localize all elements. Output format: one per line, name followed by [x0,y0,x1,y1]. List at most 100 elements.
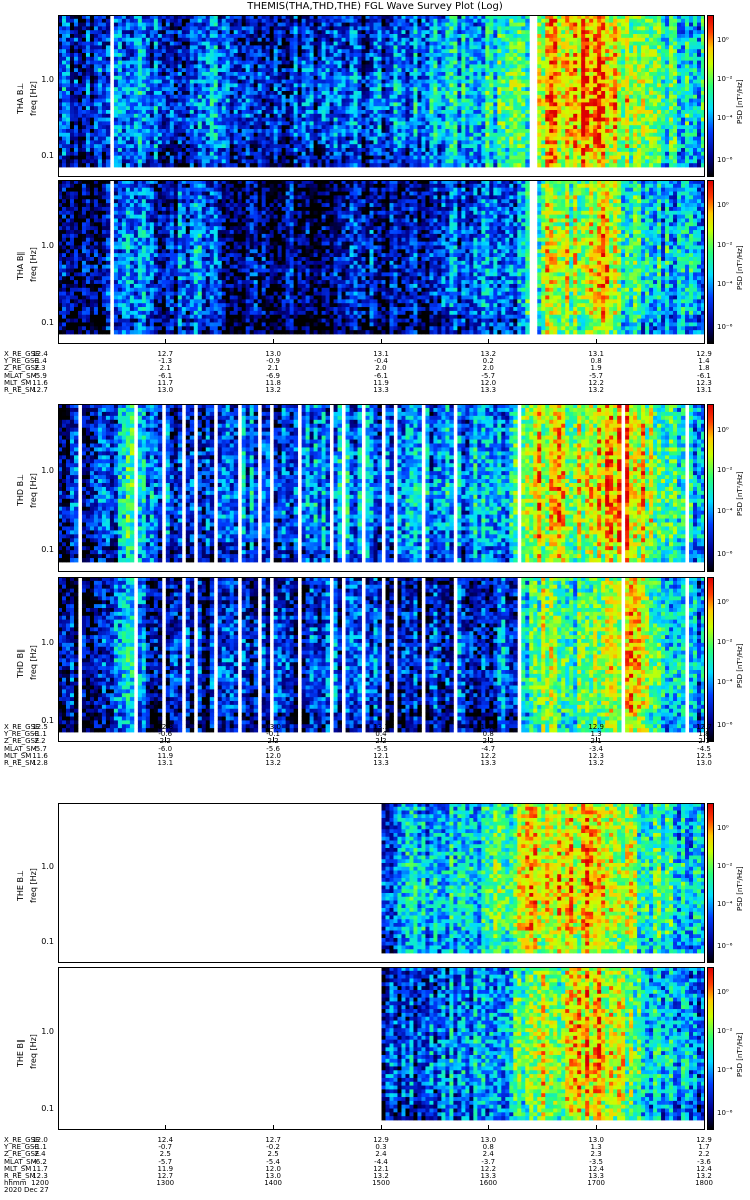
ephemeris-row-label: MLAT_SM [4,745,37,753]
colorbar-tick-label: 10⁻⁴ [717,900,732,908]
colorbar-tick-label: 10⁰ [717,598,729,606]
spectrogram-image [381,967,705,1121]
ephemeris-value: -6.1 [374,372,388,380]
ephemeris-row-label: hhmm [4,1179,27,1187]
ephemeris-value: 12.0 [32,1136,48,1144]
ephemeris-value: 11.9 [157,1165,173,1173]
ephemeris-row: X_RE_GSE 12.4 12.7 13.0 13.1 13.2 13.1 12.9 [4,350,744,358]
ephemeris-value: 2.2 [375,738,386,745]
ephemeris-value: 0.2 [483,357,494,365]
colorbar-tick-label: 10⁻⁴ [717,280,732,288]
ephemeris-value: 11.6 [32,379,48,387]
colorbar-tick-label: 10⁰ [717,988,729,996]
ephemeris-value: 12.8 [32,759,48,767]
ephemeris-value: 1600 [479,1179,497,1187]
ephemeris-value: 1800 [695,1179,713,1187]
ephemeris-value: -6.1 [158,372,172,380]
ephemeris-row: MLAT_SM -5.9 -6.1 -6.9 -6.1 -5.7 -5.7 -6.1 [4,372,744,380]
ephemeris-value: -4.7 [481,745,495,753]
ephemeris-row: 2020 Dec 27 [4,1187,744,1194]
x-tick-mark [596,737,598,742]
y-tick-label: 0.1 [14,937,54,946]
ephemeris-value: 2.0 [375,365,386,372]
x-tick-mark [488,1125,490,1130]
ephemeris-value: 12.4 [157,1136,173,1144]
ephemeris-value: 13.2 [588,759,604,767]
ephemeris-row-label: R_RE_SM [4,386,36,394]
ephemeris-value: -5.7 [33,745,47,753]
ephemeris-row: Z_RE_GSE 2.4 2.5 2.5 2.4 2.4 2.3 2.2 [4,1151,744,1158]
colorbar-tick-label: 10⁻⁶ [717,942,732,950]
ephemeris-value: 1.3 [591,1143,602,1151]
x-tick-mark [273,339,275,344]
y-axis-label-probe: THE B∥ [16,1039,25,1067]
colorbar [707,967,714,1130]
ephemeris-value: -5.5 [374,745,388,753]
ephemeris-value: -3.7 [481,1158,495,1166]
colorbar-tick-label: 10⁻⁶ [717,721,732,729]
ephemeris-row-label: Y_RE_GSE [4,357,39,365]
spectrogram-panel-the-bperp [58,803,705,963]
y-tick-label: 1.0 [14,75,54,84]
ephemeris-value: 12.1 [373,1165,389,1173]
ephemeris-value: 2.2 [698,1151,709,1158]
ephemeris-value: 2.4 [483,1151,494,1158]
y-axis-label-probe: THA B∥ [16,252,25,280]
ephemeris-value: 12.5 [696,752,712,760]
ephemeris-value: 12.0 [265,752,281,760]
ephemeris-value: 2.5 [268,1151,279,1158]
ephemeris-value: 1300 [156,1179,174,1187]
ephemeris-value: 12.3 [32,1172,48,1180]
x-tick-mark [488,737,490,742]
ephemeris-value: 13.2 [588,386,604,394]
ephemeris-row-label: R_RE_SM [4,1172,36,1180]
colorbar-tick-label: 10⁻⁴ [717,114,732,122]
ephemeris-value: -3.4 [589,745,603,753]
ephemeris-row: MLT_SM 11.6 11.7 11.8 11.9 12.0 12.2 12.3 [4,379,744,387]
ephemeris-value: -3.6 [697,1158,711,1166]
y-tick-label: 0.1 [14,151,54,160]
ephemeris-value: 2.5 [160,1151,171,1158]
ephemeris-row: MLAT_SM -6.2 -5.7 -5.4 -4.4 -3.7 -3.5 -3.6 [4,1158,744,1166]
ephemeris-value: 2.2 [160,738,171,745]
y-axis-label-probe: THD B⊥ [16,474,25,506]
ephemeris-value: 1.8 [698,730,709,738]
colorbar-label: PSD [nT²/Hz] [736,245,744,290]
ephemeris-value: 1.9 [591,365,602,372]
ephemeris-value: 13.3 [373,759,389,767]
ephemeris-value: -5.6 [266,745,280,753]
ephemeris-value: -1.3 [158,357,172,365]
ephemeris-value: 2.1 [268,365,279,372]
y-axis-label-probe: THE B⊥ [16,870,25,901]
ephemeris-value: 13.2 [373,1172,389,1180]
ephemeris-value: -6.0 [158,745,172,753]
ephemeris-row-label: Z_RE_GSE [4,365,39,372]
ephemeris-value: 2.1 [591,738,602,745]
colorbar-tick-label: 10⁻⁶ [717,550,732,558]
colorbar-label: PSD [nT²/Hz] [736,79,744,124]
ephemeris-value: 13.2 [480,350,496,358]
colorbar-label: PSD [nT²/Hz] [736,866,744,911]
ephemeris-value: 2.3 [34,365,45,372]
colorbar [707,15,714,177]
ephemeris-value: 12.2 [480,752,496,760]
ephemeris-value: 12.4 [588,1165,604,1173]
ephemeris-value: 13.1 [480,723,496,731]
x-tick-mark [273,737,275,742]
ephemeris-value: 2.2 [268,738,279,745]
ephemeris-row: R_RE_SM 12.7 13.0 13.2 13.3 13.3 13.2 13.1 [4,386,744,394]
colorbar-label: PSD [nT²/Hz] [736,471,744,516]
ephemeris-value: -5.7 [589,372,603,380]
y-tick-label: 1.0 [14,241,54,250]
ephemeris-value: -5.9 [33,372,47,380]
ephemeris-value: -5.7 [158,1158,172,1166]
ephemeris-value: 13.1 [373,723,389,731]
ephemeris-value: 13.2 [696,1172,712,1180]
ephemeris-value: 1200 [31,1179,49,1187]
ephemeris-value: 13.3 [373,386,389,394]
x-tick-mark [704,1125,705,1130]
ephemeris-value: -0.7 [158,1143,172,1151]
colorbar-tick-label: 10⁻² [717,466,732,474]
ephemeris-value: 12.3 [696,379,712,387]
ephemeris-row-label: MLT_SM [4,752,31,760]
